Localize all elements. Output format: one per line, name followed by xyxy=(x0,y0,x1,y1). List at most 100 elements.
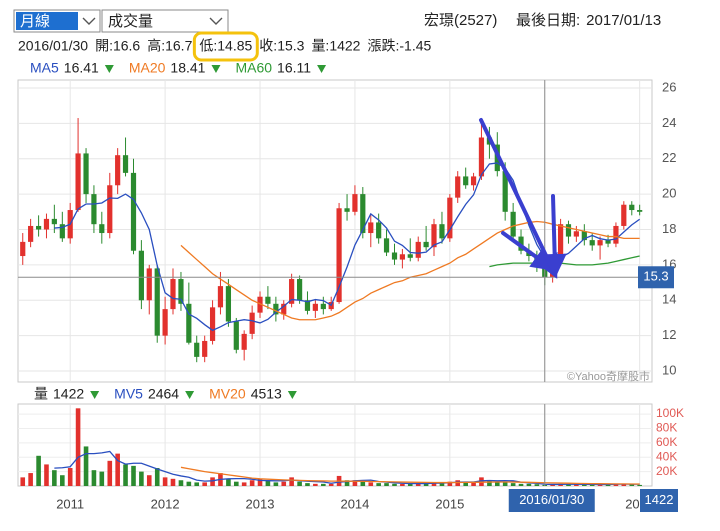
period-value: 月線 xyxy=(20,13,50,30)
candle-body xyxy=(281,303,287,315)
volume-bar xyxy=(582,484,587,486)
candle-body xyxy=(241,333,247,350)
volume-bar xyxy=(510,483,516,486)
info-text: 2016/01/30 xyxy=(18,38,88,54)
candle-body xyxy=(431,224,437,248)
y-tick-label: 22 xyxy=(662,150,676,165)
volume-bar xyxy=(629,484,635,486)
candle-body xyxy=(344,208,350,212)
volume-bar xyxy=(328,483,334,486)
volume-bar xyxy=(487,480,492,486)
date-cursor-box xyxy=(508,489,595,512)
y-tick-label: 12 xyxy=(662,327,676,342)
candle-body xyxy=(320,303,326,310)
candle-body xyxy=(186,303,192,343)
candle-body xyxy=(605,240,611,244)
legend-value: 4513 xyxy=(251,386,282,402)
volume-bar xyxy=(400,483,405,486)
candle-body xyxy=(209,307,216,341)
candle-body xyxy=(463,176,469,186)
volume-bar xyxy=(313,483,318,486)
legend-arrow xyxy=(211,65,221,73)
legend-value: 18.41 xyxy=(170,60,205,76)
volume-bar xyxy=(344,480,350,486)
candle-body xyxy=(312,303,318,311)
volume-bar xyxy=(146,475,152,486)
volume-bar xyxy=(257,478,263,486)
info-text: 15.3 xyxy=(277,38,304,54)
candle-body xyxy=(194,342,200,357)
candle-body xyxy=(597,240,603,246)
candle-body xyxy=(154,268,160,336)
legend-arrow xyxy=(90,391,100,399)
volume-bar xyxy=(376,483,381,486)
volume-bar xyxy=(637,484,642,486)
price-panel xyxy=(17,79,653,383)
candle-body xyxy=(558,224,564,262)
volume-bar xyxy=(463,482,468,486)
volume-bar xyxy=(162,477,168,486)
date-cursor-label: 2016/01/30 xyxy=(519,492,584,507)
candle-body xyxy=(470,176,477,186)
legend-name: 量 xyxy=(34,386,48,402)
volume-bar xyxy=(28,473,33,486)
candle-body xyxy=(233,321,239,350)
candle-body xyxy=(399,254,405,260)
volume-bar xyxy=(407,483,413,486)
volume-cursor-label: 1422 xyxy=(645,492,674,507)
volume-bar xyxy=(233,481,239,486)
candle-body xyxy=(170,279,176,310)
candle-body xyxy=(296,279,303,301)
candle-body xyxy=(360,194,366,234)
candle-body xyxy=(20,241,26,257)
candle-body xyxy=(75,153,81,211)
info-text: 漲跌: xyxy=(367,38,399,54)
candle-body xyxy=(368,222,374,234)
candle-body xyxy=(91,194,97,225)
volume-bar xyxy=(123,464,128,486)
indicator-select[interactable] xyxy=(101,9,229,33)
info-text: 高: xyxy=(147,38,165,54)
volume-bar xyxy=(281,481,287,486)
legend-name: MA5 xyxy=(30,60,59,76)
volume-bar xyxy=(360,481,366,486)
volume-bar xyxy=(194,482,200,486)
candle-body xyxy=(273,303,279,315)
candle-body xyxy=(613,225,619,244)
legend-name: MV20 xyxy=(209,386,246,402)
volume-bar xyxy=(115,453,120,486)
volume-bar xyxy=(392,483,397,486)
volume-bar xyxy=(384,483,389,486)
candle-body xyxy=(83,153,89,195)
candle-body xyxy=(455,176,461,198)
legend-value: 2464 xyxy=(148,386,179,402)
x-tick-label: 2015 xyxy=(435,496,464,511)
volume-bar xyxy=(550,484,555,486)
volume-bar xyxy=(273,482,279,486)
volume-bar xyxy=(502,481,508,486)
indicator-value: 成交量 xyxy=(108,12,153,30)
candle-body xyxy=(629,204,635,211)
candle-body xyxy=(146,268,152,301)
info-text: 開: xyxy=(95,38,113,54)
volume-bar xyxy=(415,483,421,486)
candle-body xyxy=(138,250,144,301)
volume-bar xyxy=(305,483,310,486)
info-text: 14.85 xyxy=(217,38,252,54)
candle-body xyxy=(391,252,398,260)
volume-bar xyxy=(44,464,49,486)
volume-bar xyxy=(289,477,294,486)
legend-arrow xyxy=(185,391,195,399)
info-text: 16.6 xyxy=(113,38,140,54)
candle-body xyxy=(383,238,390,253)
info-text: 量: xyxy=(311,38,329,54)
watermark: ©Yahoo奇摩股市 xyxy=(567,369,650,383)
candle-body xyxy=(257,296,263,313)
price-cursor-box xyxy=(638,266,674,289)
volume-bar xyxy=(202,482,207,486)
stock-name: 宏璟(2527) xyxy=(424,12,497,29)
highlight-box xyxy=(192,31,259,62)
volume-bar xyxy=(75,408,81,486)
candle-body xyxy=(99,224,105,234)
dropdown-chevron xyxy=(209,17,223,25)
